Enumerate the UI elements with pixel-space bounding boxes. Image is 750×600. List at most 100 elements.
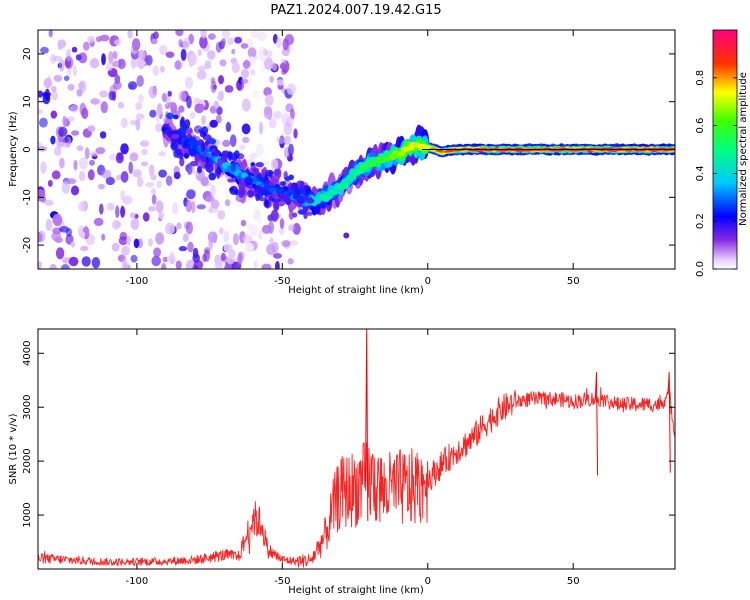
heatmap-cell bbox=[305, 198, 315, 204]
heatmap-cell bbox=[197, 49, 202, 57]
heatmap-cell bbox=[120, 117, 128, 129]
heatmap-cell bbox=[229, 134, 237, 147]
heatmap-cell bbox=[87, 125, 96, 132]
heatmap-cell bbox=[251, 30, 260, 39]
heatmap-cell bbox=[194, 153, 201, 163]
heatmap-cell bbox=[272, 253, 282, 259]
heatmap-cell bbox=[285, 176, 291, 182]
heatmap-cell bbox=[172, 145, 178, 151]
heatmap-cell bbox=[148, 206, 156, 212]
heatmap-cell bbox=[214, 254, 223, 265]
heatmap-cell bbox=[152, 65, 160, 76]
heatmap-cell bbox=[44, 199, 54, 206]
heatmap-cell bbox=[189, 148, 196, 156]
heatmap-cell bbox=[190, 160, 198, 167]
heatmap-cell bbox=[112, 51, 118, 60]
heatmap-cell bbox=[282, 38, 289, 51]
heatmap-cell bbox=[136, 75, 144, 87]
heatmap-cell bbox=[276, 79, 285, 86]
heatmap-cell bbox=[115, 153, 124, 164]
heatmap-cell bbox=[126, 235, 131, 246]
heatmap-cell bbox=[117, 101, 125, 109]
heatmap-cell bbox=[204, 152, 210, 157]
heatmap-cell bbox=[113, 80, 122, 90]
heatmap-cell bbox=[63, 75, 70, 82]
heatmap-cell bbox=[40, 161, 47, 174]
heatmap-cell bbox=[218, 75, 224, 85]
heatmap-cell bbox=[273, 201, 280, 212]
heatmap-cell bbox=[242, 233, 252, 245]
colorbar: 0.0 0.2 0.4 0.6 0.8 Normalized spectral ampl… bbox=[695, 29, 749, 277]
heatmap-cell bbox=[66, 178, 77, 185]
heatmap-cell bbox=[178, 90, 187, 102]
heatmap-cell bbox=[101, 233, 106, 241]
heatmap-cell bbox=[53, 55, 63, 62]
heatmap-cell bbox=[150, 174, 157, 181]
heatmap-cell bbox=[210, 80, 217, 94]
heatmap-cell bbox=[200, 30, 207, 39]
heatmap-cell bbox=[70, 241, 76, 248]
heatmap-cell bbox=[50, 110, 58, 119]
heatmap-cell bbox=[65, 234, 74, 245]
heatmap-cell bbox=[276, 136, 286, 144]
heatmap-cell bbox=[291, 212, 298, 218]
x-tick-label: -100 bbox=[126, 576, 149, 587]
heatmap-cell bbox=[261, 263, 272, 269]
heatmap-cell bbox=[217, 157, 223, 167]
heatmap-cell bbox=[218, 227, 224, 235]
heatmap-cell bbox=[145, 182, 155, 188]
heatmap-cell bbox=[289, 240, 299, 246]
snr-series-line bbox=[38, 387, 675, 568]
heatmap-cell bbox=[52, 213, 63, 226]
heatmap-cell bbox=[246, 38, 254, 48]
heatmap-cell bbox=[151, 255, 161, 267]
heatmap-cell bbox=[141, 148, 148, 156]
heatmap-cell bbox=[68, 256, 79, 267]
heatmap-cell bbox=[210, 184, 216, 198]
heatmap-cell bbox=[185, 221, 193, 235]
heatmap-cell bbox=[250, 152, 258, 160]
heatmap-cell bbox=[100, 101, 109, 114]
heatmap-cell bbox=[142, 212, 150, 222]
colorbar-tick-label: 0.2 bbox=[695, 213, 706, 229]
heatmap-cell bbox=[200, 176, 209, 187]
heatmap-cell bbox=[130, 218, 140, 231]
heatmap-cell bbox=[140, 161, 149, 167]
heatmap-cell bbox=[48, 30, 53, 38]
heatmap-cell bbox=[80, 231, 86, 239]
heatmap-cell bbox=[264, 57, 274, 70]
heatmap-cell bbox=[192, 253, 200, 263]
heatmap-cell bbox=[55, 247, 65, 260]
heatmap-cell bbox=[196, 204, 206, 210]
heatmap-cell bbox=[237, 252, 243, 266]
heatmap-cell bbox=[288, 224, 296, 232]
heatmap-cell bbox=[173, 114, 179, 120]
heatmap-cell bbox=[130, 56, 137, 70]
heatmap-cell bbox=[128, 81, 138, 90]
heatmap-cell bbox=[90, 98, 100, 105]
snr-spike bbox=[667, 372, 671, 473]
heatmap-cell bbox=[230, 161, 236, 172]
heatmap-cell bbox=[245, 242, 255, 253]
heatmap-cell bbox=[53, 146, 62, 157]
heatmap-cell bbox=[165, 51, 175, 58]
heatmap-cell bbox=[162, 256, 169, 263]
heatmap-cell bbox=[67, 116, 75, 122]
heatmap-cell bbox=[161, 263, 167, 269]
heatmap-cell bbox=[286, 155, 294, 162]
heatmap-cell bbox=[242, 136, 250, 144]
heatmap-cell bbox=[270, 192, 279, 199]
colorbar-gradient bbox=[712, 29, 738, 270]
y-tick-label: 3000 bbox=[22, 394, 33, 419]
heatmap-cell bbox=[185, 259, 196, 269]
heatmap-cell bbox=[221, 38, 226, 46]
heatmap-cell bbox=[298, 187, 305, 194]
heatmap-cell bbox=[120, 171, 129, 183]
heatmap-cell bbox=[115, 205, 120, 218]
heatmap-cell bbox=[38, 146, 48, 152]
heatmap-cell bbox=[252, 89, 260, 99]
heatmap-cell bbox=[133, 238, 140, 249]
heatmap-cell bbox=[175, 30, 184, 37]
y-tick-label: 20 bbox=[22, 48, 33, 61]
heatmap-cell bbox=[158, 169, 168, 178]
